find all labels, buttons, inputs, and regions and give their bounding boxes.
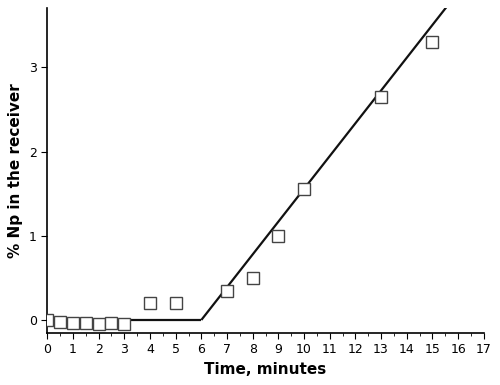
Y-axis label: % Np in the receiver: % Np in the receiver	[8, 83, 24, 258]
X-axis label: Time, minutes: Time, minutes	[204, 362, 326, 377]
